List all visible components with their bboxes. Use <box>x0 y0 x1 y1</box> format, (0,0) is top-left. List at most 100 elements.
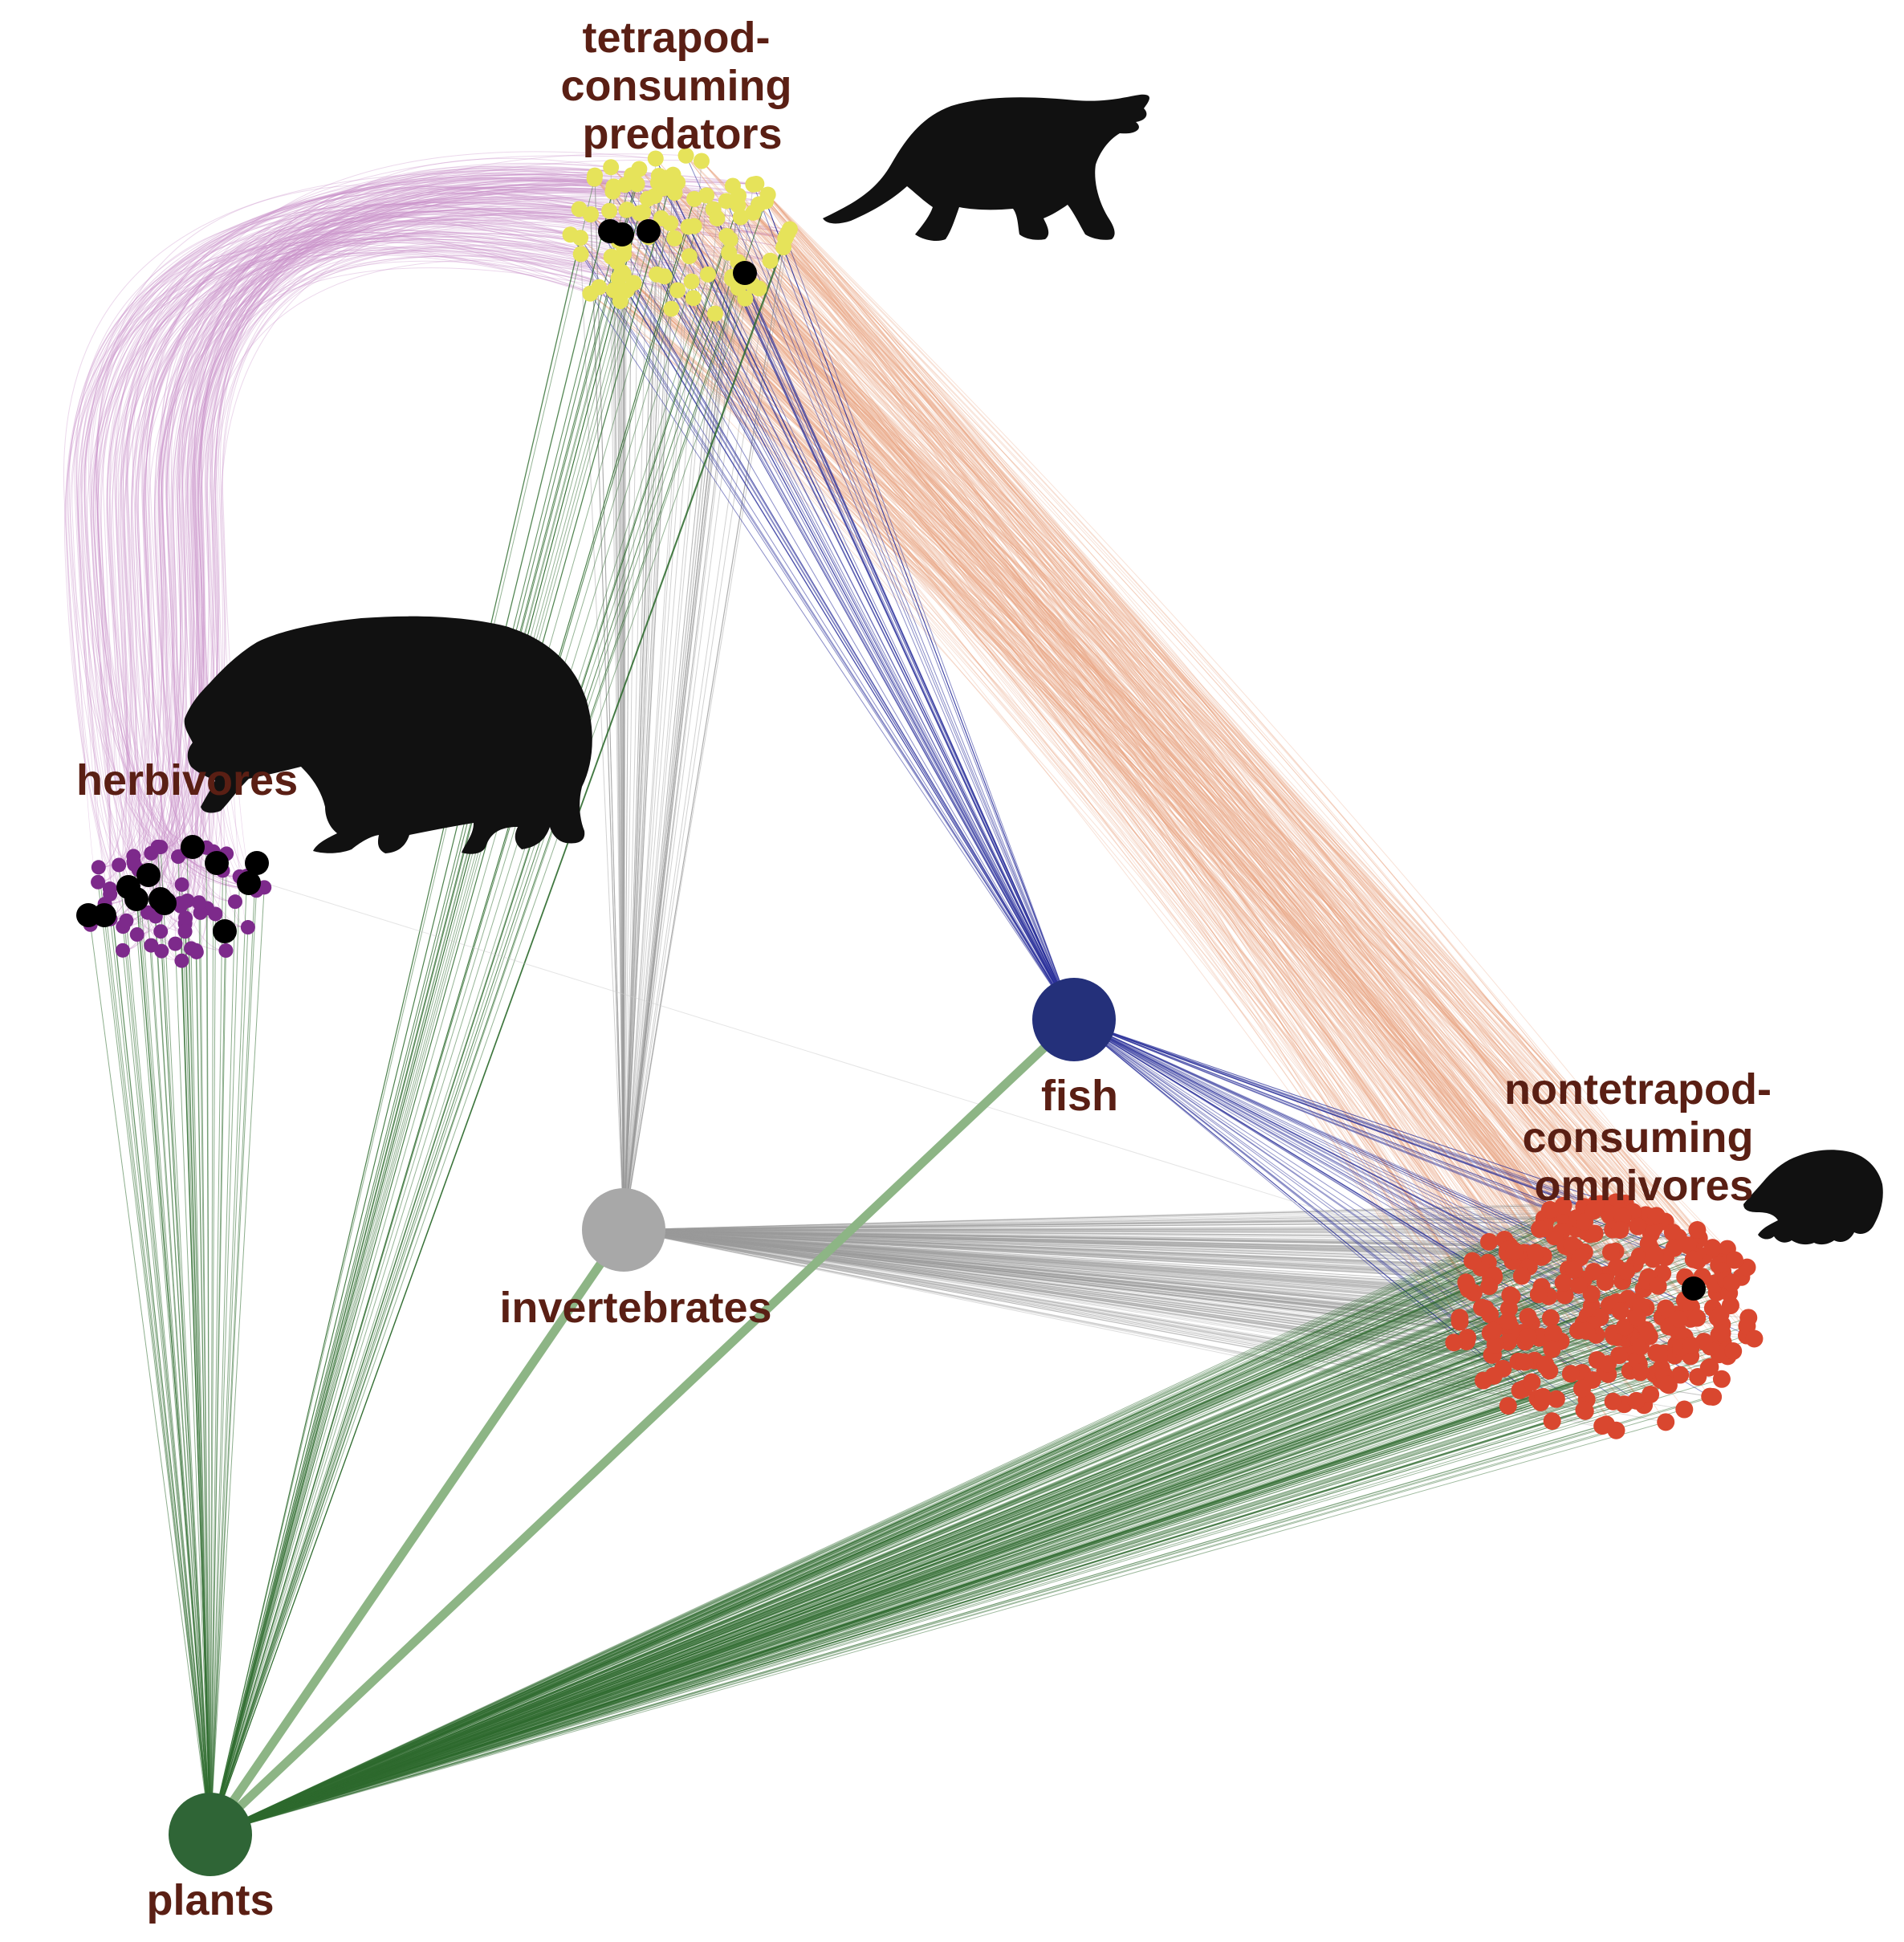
predator-herbivore-edge <box>143 192 580 918</box>
predator-node <box>677 147 694 164</box>
predator-herbivore-edge <box>136 180 675 935</box>
predator-omnivore-edge <box>598 287 1691 1320</box>
predator-node <box>745 204 762 221</box>
fish-label: fish <box>1041 1072 1118 1120</box>
plant-omnivore-edge <box>210 1334 1597 1835</box>
invertebrate-omnivore-edge <box>623 1229 1528 1337</box>
plant-omnivore-edge <box>210 1264 1719 1835</box>
predator-omnivore-edge <box>657 182 1596 1205</box>
invertebrate-omnivore-edge <box>623 1229 1686 1278</box>
plant-omnivore-edge <box>210 1375 1495 1835</box>
invertebrate-predator-edge <box>608 210 624 1231</box>
predator-omnivore-edge <box>673 185 1484 1381</box>
predator-omnivore-edge <box>658 175 1491 1279</box>
invertebrate-omnivore-edge <box>623 1229 1590 1235</box>
plant-omnivore-edge <box>210 1256 1542 1835</box>
fish-predator-edge <box>570 234 1075 1020</box>
invertebrate-predator-edge <box>620 300 624 1231</box>
invertebrate-omnivore-edge <box>623 1229 1526 1342</box>
omnivore-node <box>1523 1373 1541 1391</box>
invertebrate-predator-edge <box>623 276 665 1231</box>
plant-omnivore-edge <box>210 1351 1630 1835</box>
predator-omnivore-edge <box>608 210 1638 1227</box>
predator-omnivore-edge <box>770 260 1675 1356</box>
omnivore-highlight-node <box>1682 1276 1706 1301</box>
plant-omnivore-edge <box>210 1370 1550 1835</box>
predator-omnivore-edge <box>706 194 1715 1284</box>
omnivore-node <box>1682 1336 1700 1354</box>
invertebrate-omnivore-edge <box>623 1229 1636 1317</box>
predator-omnivore-edge <box>731 276 1619 1338</box>
fish-omnivore-edge <box>1073 1019 1610 1216</box>
plant-omnivore-edge <box>210 1289 1644 1835</box>
predator-herbivore-edge <box>115 186 644 902</box>
predator-node <box>640 190 657 207</box>
predator-omnivore-edge <box>657 182 1607 1425</box>
invertebrate-omnivore-edge <box>623 1229 1572 1246</box>
plant-omnivore-edge <box>210 1305 1592 1835</box>
plant-omnivore-edge <box>210 1228 1576 1835</box>
invertebrate-omnivore-edge <box>623 1229 1508 1342</box>
plant-omnivore-edge <box>210 1368 1503 1835</box>
predator-omnivore-edge <box>579 209 1727 1280</box>
predator-herbivore-edge <box>119 250 634 865</box>
predator-omnivore-edge <box>664 275 1645 1406</box>
predator-omnivore-edge <box>784 238 1714 1309</box>
plant-omnivore-edge <box>210 1317 1698 1835</box>
predator-herbivore-edge <box>161 206 788 928</box>
predator-node <box>706 305 723 322</box>
plant-omnivore-edge <box>210 1333 1723 1835</box>
invertebrate-omnivore-edge <box>623 1229 1541 1403</box>
predator-omnivore-edge <box>665 177 1553 1422</box>
invertebrate-omnivore-edge <box>623 1229 1494 1355</box>
plant-omnivore-edge <box>210 1349 1680 1835</box>
predator-omnivore-edge <box>784 238 1640 1341</box>
predator-omnivore-edge <box>598 287 1486 1309</box>
plant-omnivore-edge <box>210 1317 1460 1835</box>
predator-omnivore-edge <box>594 175 1496 1345</box>
predator-herbivore-edge <box>98 169 754 883</box>
plant-herbivore-edge <box>210 853 227 1835</box>
invertebrate-omnivore-edge <box>623 1229 1467 1283</box>
predator-omnivore-edge <box>620 300 1650 1244</box>
plant-predator-edge <box>210 218 662 1835</box>
invertebrate-omnivore-edge <box>623 1229 1467 1285</box>
herbivore-node <box>191 895 206 910</box>
predator-node <box>718 193 734 210</box>
predator-omnivore-edge <box>728 252 1583 1390</box>
fish-predator-edge <box>589 293 1075 1020</box>
predator-omnivore-edge <box>738 262 1691 1346</box>
predator-omnivore-edge <box>755 183 1585 1207</box>
predator-omnivore-edge <box>618 240 1587 1332</box>
invertebrate-predator-edge <box>590 214 624 1231</box>
invertebrate-omnivore-edge <box>623 1212 1554 1231</box>
omnivore-node <box>1561 1365 1580 1383</box>
plant-omnivore-edge <box>210 1238 1678 1835</box>
invertebrate-omnivore-edge <box>623 1229 1666 1309</box>
herbivore-node <box>126 854 141 869</box>
predator-omnivore-edge <box>740 217 1681 1350</box>
plant-omnivore-edge <box>210 1253 1655 1835</box>
plant-omnivore-edge <box>210 1292 1717 1835</box>
predator-omnivore-edge <box>767 194 1723 1264</box>
predator-herbivore-edge <box>134 212 730 865</box>
predator-herbivore-edge <box>151 192 644 854</box>
plant-omnivore-edge <box>210 1341 1704 1835</box>
invertebrate-omnivore-edge <box>623 1229 1467 1342</box>
predator-node <box>649 174 666 191</box>
plant-omnivore-edge <box>210 1209 1551 1835</box>
invertebrate-predator-edge <box>623 238 786 1231</box>
predator-omnivore-edge <box>570 234 1585 1253</box>
predator-omnivore-edge <box>693 297 1546 1365</box>
predator-herbivore-edge <box>124 189 768 917</box>
plant-omnivore-edge <box>210 1326 1511 1835</box>
invertebrate-predator-edge <box>616 262 624 1231</box>
invertebrate-omnivore-edge <box>623 1229 1503 1326</box>
plant-omnivore-edge <box>210 1307 1483 1835</box>
plant-predator-edge <box>210 287 600 1835</box>
invertebrate-omnivore-edge <box>623 1229 1544 1398</box>
omnivore-node <box>1480 1277 1499 1296</box>
plant-omnivore-edge <box>210 1221 1585 1835</box>
invertebrate-omnivore-edge <box>623 1229 1494 1276</box>
plant-omnivore-edge <box>210 1316 1528 1835</box>
